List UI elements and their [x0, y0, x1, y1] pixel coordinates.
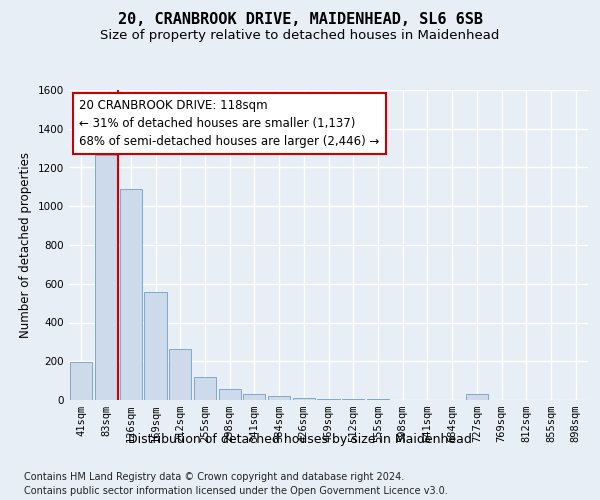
Bar	[342, 399, 364, 400]
Text: Contains public sector information licensed under the Open Government Licence v3: Contains public sector information licen…	[24, 486, 448, 496]
Text: Size of property relative to detached houses in Maidenhead: Size of property relative to detached ho…	[100, 29, 500, 42]
Bar	[95, 155, 117, 400]
Bar	[243, 394, 265, 400]
Bar	[194, 377, 216, 400]
Text: Contains HM Land Registry data © Crown copyright and database right 2024.: Contains HM Land Registry data © Crown c…	[24, 472, 404, 482]
Bar	[169, 348, 191, 400]
Bar	[268, 396, 290, 400]
Bar	[119, 189, 142, 400]
Bar	[367, 399, 389, 400]
Text: 20 CRANBROOK DRIVE: 118sqm
← 31% of detached houses are smaller (1,137)
68% of s: 20 CRANBROOK DRIVE: 118sqm ← 31% of deta…	[79, 100, 380, 148]
Bar	[466, 394, 488, 400]
Text: 20, CRANBROOK DRIVE, MAIDENHEAD, SL6 6SB: 20, CRANBROOK DRIVE, MAIDENHEAD, SL6 6SB	[118, 12, 482, 28]
Y-axis label: Number of detached properties: Number of detached properties	[19, 152, 32, 338]
Bar	[70, 362, 92, 400]
Text: Distribution of detached houses by size in Maidenhead: Distribution of detached houses by size …	[128, 432, 472, 446]
Bar	[293, 398, 315, 400]
Bar	[145, 292, 167, 400]
Bar	[317, 399, 340, 400]
Bar	[218, 390, 241, 400]
